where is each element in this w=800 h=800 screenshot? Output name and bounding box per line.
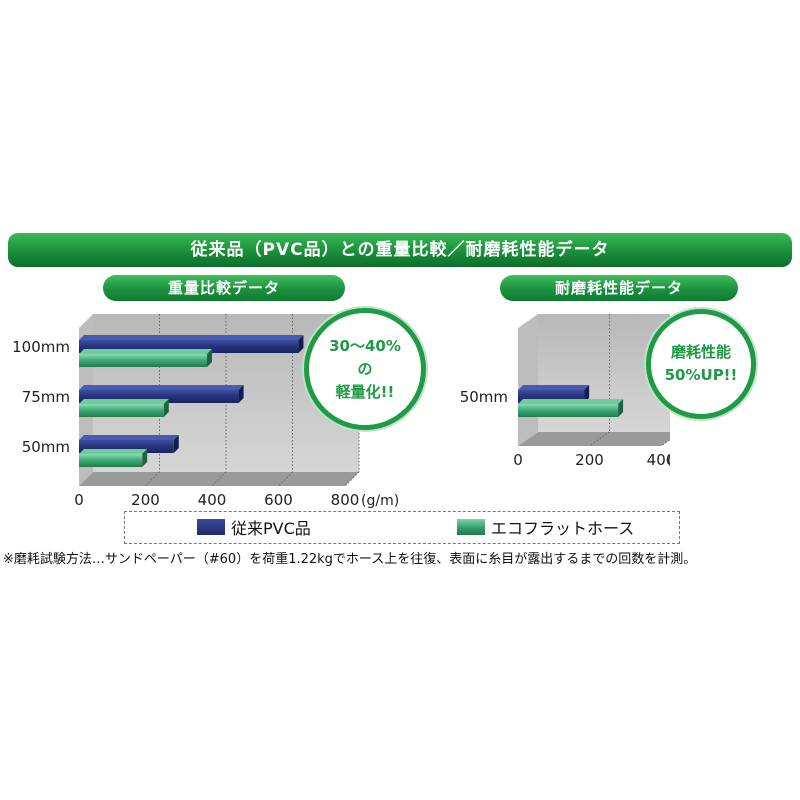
badge-line: 50%UP!!: [664, 366, 738, 384]
bar-top: [79, 349, 213, 354]
bar-top: [79, 335, 304, 340]
weight-chart: 100mm 75mm 50mm 0 200 400 600 800 (g/m): [12, 314, 399, 509]
x-tick-label: 0: [513, 451, 523, 469]
chart-floor: [518, 432, 670, 446]
x-axis-unit: (g/m): [361, 493, 399, 509]
bar-eco: [79, 349, 213, 367]
section-banner: 従来品（PVC品）との重量比較／耐磨耗性能データ: [8, 233, 792, 267]
bar-end: [207, 349, 213, 367]
badge-line: の: [357, 359, 373, 378]
y-tick-label: 50mm: [460, 388, 508, 406]
legend-item-eco: エコフラットホース: [457, 517, 635, 538]
wear-improvement-badge: 磨耗性能 50%UP!!: [646, 309, 756, 419]
badge-line: 磨耗性能: [670, 343, 731, 361]
legend-label-pvc: 従来PVC品: [231, 519, 311, 538]
bar-top: [79, 435, 179, 440]
legend-swatch-eco: [457, 519, 485, 535]
x-tick-label: 400: [647, 451, 670, 469]
chart-side-wall: [518, 314, 538, 446]
legend-item-pvc: 従来PVC品: [197, 517, 311, 538]
x-tick-label: 400: [198, 491, 227, 509]
bar-eco: [518, 399, 624, 417]
y-tick-label: 50mm: [22, 438, 70, 456]
y-tick-label: 100mm: [12, 338, 70, 356]
bar-end: [142, 449, 148, 467]
bar-top: [79, 449, 148, 454]
weight-reduction-badge: 30～40% の 軽量化!!: [304, 308, 426, 430]
badge-line: 軽量化!!: [335, 382, 395, 401]
x-tick-label: 200: [575, 451, 604, 469]
x-tick-label: 800: [331, 491, 360, 509]
bar-face: [79, 354, 208, 367]
legend-label-eco: エコフラットホース: [491, 519, 635, 538]
chart-gridline: [589, 431, 610, 447]
bar-face: [518, 404, 619, 417]
weight-chart-title: 重量比較データ: [103, 275, 345, 301]
bar-top: [79, 385, 244, 390]
x-tick-label: 0: [74, 491, 84, 509]
bar-end: [238, 385, 244, 403]
bar-top: [518, 399, 624, 404]
wear-chart-title: 耐磨耗性能データ: [500, 275, 738, 301]
bar-end: [618, 399, 624, 417]
y-tick-label: 75mm: [22, 388, 70, 406]
bar-end: [173, 435, 179, 453]
bar-eco: [79, 449, 148, 467]
legend-swatch-pvc: [197, 519, 225, 535]
badge-line: 30～40%: [329, 336, 401, 355]
bar-end: [584, 385, 590, 403]
wear-chart: 50mm 0 200 400(回): [460, 314, 670, 469]
x-tick-label: 200: [131, 491, 160, 509]
bar-top: [518, 385, 590, 390]
bar-face: [79, 404, 164, 417]
bar-eco: [79, 399, 169, 417]
bar-end: [163, 399, 169, 417]
test-method-footnote: ※磨耗試験方法…サンドペーパー（#60）を荷重1.22kgでホース上を往復、表面…: [3, 552, 697, 567]
bar-end: [298, 335, 304, 353]
x-axis-unit: (回): [667, 453, 670, 469]
x-tick-label: 600: [264, 491, 293, 509]
chart-floor: [79, 472, 359, 486]
chart-legend: 従来PVC品 エコフラットホース: [124, 511, 680, 544]
bar-top: [79, 399, 169, 404]
bar-face: [79, 454, 143, 467]
